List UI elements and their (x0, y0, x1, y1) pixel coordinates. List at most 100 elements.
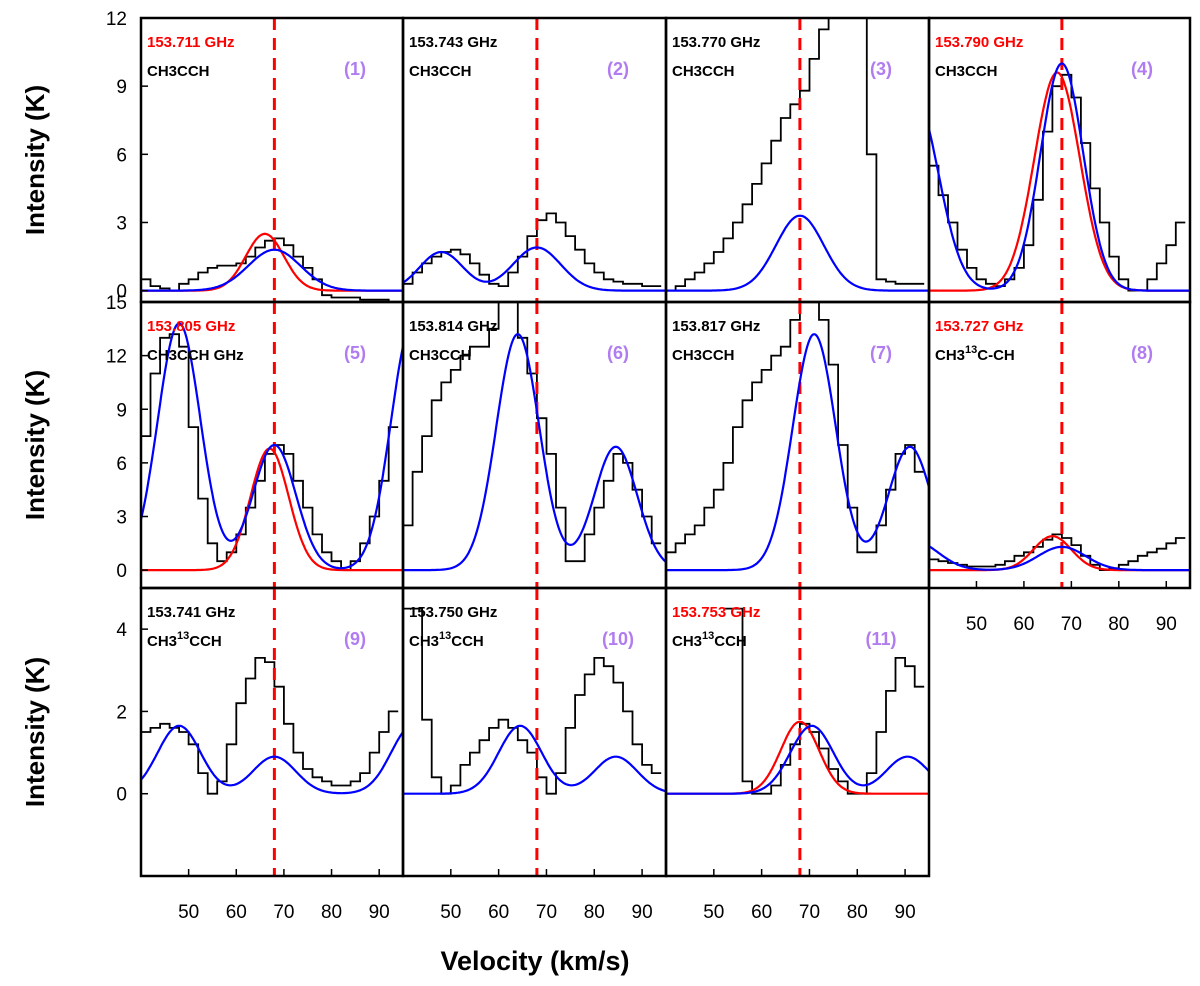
x-tick-label: 70 (1061, 614, 1082, 635)
frequency-label: 153.743 GHz (409, 34, 497, 51)
panel-number: (1) (344, 59, 366, 79)
frequency-label: 153.711 GHz (147, 34, 235, 51)
observed-spectrum (929, 73, 1186, 292)
gaussian-fit-curve (141, 232, 403, 292)
observed-spectrum (403, 302, 662, 563)
observed-spectrum (141, 237, 403, 302)
lte-model-curve (929, 545, 1190, 572)
panel-number: (11) (865, 629, 896, 649)
panel-2: 153.743 GHz CH3CCH (2) (401, 16, 668, 304)
x-tick-label: 70 (799, 902, 820, 923)
x-tick-label: 80 (847, 902, 868, 923)
x-tick-label: 90 (369, 902, 390, 923)
panel-number: (10) (602, 629, 634, 649)
molecule-label: CH3CCH (672, 63, 735, 80)
panel-number: (9) (344, 629, 366, 649)
molecule-label: CH3CCH (147, 63, 210, 80)
y-tick-label: 0 (116, 561, 127, 582)
frequency-label: 153.750 GHz (409, 604, 497, 621)
observed-spectrum (403, 212, 662, 287)
lte-model-curve (666, 724, 929, 795)
y-tick-label: 3 (116, 213, 127, 234)
x-tick-label: 50 (703, 902, 724, 923)
gaussian-fit-curve (141, 447, 403, 572)
x-tick-label: 80 (321, 902, 342, 923)
frequency-label: 153.805 GHz (147, 318, 235, 335)
y-axis-label: Intensity (K) (20, 657, 50, 807)
y-tick-label: 12 (106, 347, 127, 368)
panel-number: (7) (870, 343, 892, 363)
x-tick-label: 90 (632, 902, 653, 923)
observed-spectrum (666, 302, 925, 554)
lte-model-curve (666, 333, 929, 572)
panel-1: 153.711 GHz CH3CCH (1) 0 3 6 9 12 (106, 9, 405, 304)
panels-layer: 153.711 GHz CH3CCH (1) 0 3 6 9 12 153.743 GHz CH3… (106, 9, 1192, 923)
panel-number: (2) (607, 59, 629, 79)
y-tick-label: 4 (116, 620, 127, 641)
observed-spectrum (929, 533, 1186, 571)
observed-spectrum (141, 657, 399, 795)
molecule-label: CH3CCH (672, 347, 735, 364)
panel-number: (5) (344, 343, 366, 363)
panel-11: 153.753 GHz CH313CCH (11) 50 60 70 80 90 (664, 586, 931, 923)
ylabels-layer: Intensity (K) Intensity (K) Intensity (K) (20, 85, 50, 807)
lte-model-curve (141, 248, 403, 292)
y-tick-label: 6 (116, 454, 127, 475)
lte-model-curve (403, 724, 666, 795)
x-tick-label: 50 (178, 902, 199, 923)
y-tick-label: 0 (116, 785, 127, 806)
y-tick-label: 9 (116, 400, 127, 421)
x-tick-label: 90 (1156, 614, 1177, 635)
panel-number: (4) (1131, 59, 1153, 79)
x-tick-label: 60 (1013, 614, 1034, 635)
molecule-label: CH313C-CH (935, 344, 1015, 364)
frequency-label: 153.770 GHz (672, 34, 760, 51)
y-tick-label: 12 (106, 9, 127, 30)
x-tick-label: 90 (895, 902, 916, 923)
panel-9: 153.741 GHz CH313CCH (9) 0 2 4 50 60 70 80 90 (116, 586, 405, 923)
x-axis-label: Velocity (km/s) (440, 946, 629, 976)
panel-number: (6) (607, 343, 629, 363)
observed-spectrum (141, 333, 399, 571)
molecule-label: CH3CCH GHz (147, 347, 244, 364)
frequency-label: 153.741 GHz (147, 604, 235, 621)
molecule-label: CH313CCH (672, 630, 747, 650)
panel-6: 153.814 GHz CH3CCH (6) (401, 300, 668, 590)
y-axis-label: Intensity (K) (20, 370, 50, 520)
observed-spectrum (666, 18, 925, 292)
y-tick-label: 0 (116, 282, 127, 303)
molecule-label: CH313CCH (409, 630, 484, 650)
y-tick-label: 2 (116, 702, 127, 723)
x-tick-label: 50 (966, 614, 987, 635)
gaussian-fit-curve (929, 71, 1190, 292)
panel-7: 153.817 GHz CH3CCH (7) (664, 300, 931, 590)
molecule-label: CH3CCH (409, 63, 472, 80)
y-axis-label: Intensity (K) (20, 85, 50, 235)
frequency-label: 153.727 GHz (935, 318, 1023, 335)
y-tick-label: 15 (106, 293, 127, 314)
x-tick-label: 80 (1108, 614, 1129, 635)
panel-number: (3) (870, 59, 892, 79)
x-tick-label: 50 (440, 902, 461, 923)
lte-model-curve (929, 62, 1190, 292)
lte-model-curve (403, 333, 666, 572)
panel-10: 153.750 GHz CH313CCH (10) 50 60 70 80 90 (401, 586, 668, 923)
lte-model-curve (403, 246, 666, 292)
gaussian-fit-curve (666, 720, 929, 795)
frequency-label: 153.814 GHz (409, 318, 497, 335)
panel-number: (8) (1131, 343, 1153, 363)
panel-4: 153.790 GHz CH3CCH (4) (927, 16, 1192, 304)
x-tick-label: 70 (273, 902, 294, 923)
panel-5: 153.805 GHz CH3CCH GHz (5) 0 3 6 9 12 15 (106, 293, 405, 590)
x-tick-label: 80 (584, 902, 605, 923)
lte-model-curve (141, 322, 403, 570)
x-tick-label: 60 (751, 902, 772, 923)
panel-3: 153.770 GHz CH3CCH (3) (664, 16, 931, 304)
panel-8: 153.727 GHz CH313C-CH (8) 50 60 70 80 90 (927, 300, 1192, 635)
frequency-label: 153.790 GHz (935, 34, 1023, 51)
y-tick-label: 6 (116, 145, 127, 166)
molecule-label: CH3CCH (409, 347, 472, 364)
x-tick-label: 60 (226, 902, 247, 923)
x-tick-label: 60 (488, 902, 509, 923)
